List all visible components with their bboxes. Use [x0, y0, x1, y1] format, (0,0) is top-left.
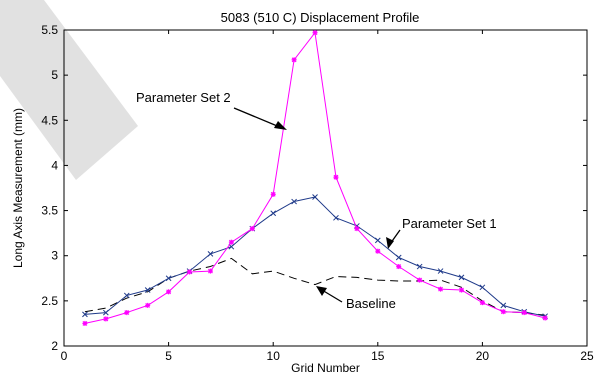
data-point — [354, 226, 360, 232]
y-tick-label: 5 — [51, 68, 58, 82]
x-tick-label: 5 — [165, 349, 172, 363]
annotation-parameter-set-2: Parameter Set 2 — [136, 90, 287, 130]
annotation-label-parameter-set-1: Parameter Set 1 — [402, 216, 497, 231]
data-point — [82, 311, 88, 318]
watermark-band — [0, 0, 138, 180]
data-point — [458, 274, 465, 281]
chart-title: 5083 (510 C) Displacement Profile — [221, 10, 420, 25]
x-tick-label: 20 — [476, 349, 490, 363]
data-point — [123, 292, 130, 299]
annotation-arrowhead-baseline — [316, 286, 327, 296]
annotation-baseline: Baseline — [316, 286, 396, 311]
data-point — [102, 309, 109, 316]
annotations: Parameter Set 2 Parameter Set 1 Baseline — [136, 90, 497, 311]
data-point — [500, 309, 506, 315]
data-point — [166, 289, 172, 295]
series-line-baseline — [84, 257, 546, 316]
plot-frame — [63, 29, 588, 347]
data-point — [395, 254, 402, 261]
annotation-parameter-set-1: Parameter Set 1 — [386, 216, 497, 249]
series-line-parameter-set-2 — [84, 31, 546, 324]
data-point — [145, 302, 151, 308]
data-point — [437, 268, 444, 274]
data-point — [521, 310, 527, 316]
x-tick-label: 0 — [61, 349, 68, 363]
data-point — [124, 310, 130, 316]
data-point — [479, 300, 485, 306]
data-point — [500, 302, 507, 309]
annotation-arrowhead-parameter-set-1 — [386, 237, 394, 249]
data-point — [417, 277, 423, 283]
data-point — [375, 248, 381, 254]
annotation-arrow-baseline — [321, 289, 343, 303]
series-parameter-set-2 — [82, 30, 548, 326]
data-point — [542, 315, 548, 321]
data-point — [207, 251, 214, 257]
data-point — [270, 191, 276, 197]
y-tick-label: 3 — [51, 249, 58, 263]
data-point — [187, 269, 193, 275]
data-point — [249, 226, 255, 232]
data-point — [165, 275, 172, 282]
data-point — [458, 287, 464, 293]
data-point — [438, 286, 444, 292]
data-point — [291, 57, 297, 63]
series-baseline — [84, 257, 546, 316]
data-point — [396, 264, 402, 270]
annotation-arrow-parameter-set-2 — [233, 107, 283, 129]
data-point — [479, 284, 486, 291]
y-tick-label: 3.5 — [41, 204, 58, 218]
data-point — [374, 237, 381, 244]
x-tick-label: 10 — [267, 349, 281, 363]
y-tick-label: 2.5 — [41, 294, 58, 308]
y-axis: 2 2.5 3 3.5 4 4.5 5 5.5 — [41, 23, 587, 353]
series-layer — [82, 30, 549, 326]
data-point — [333, 214, 339, 221]
data-point — [144, 287, 151, 293]
data-point — [312, 194, 318, 200]
series-line-parameter-set-1 — [84, 196, 546, 317]
annotation-arrowhead-parameter-set-2 — [274, 121, 287, 130]
annotation-label-parameter-set-2: Parameter Set 2 — [136, 90, 231, 105]
data-point — [207, 268, 213, 274]
data-point — [312, 30, 318, 36]
x-axis: 0 5 10 15 20 25 — [61, 30, 594, 363]
data-point — [270, 210, 277, 217]
y-tick-label: 4.5 — [41, 113, 58, 127]
x-tick-label: 15 — [371, 349, 385, 363]
data-point — [228, 239, 234, 245]
y-tick-label: 5.5 — [41, 23, 58, 37]
data-point — [82, 320, 88, 326]
data-point — [416, 263, 423, 270]
y-axis-label: Long Axis Measurement (mm) — [11, 108, 25, 268]
annotation-label-baseline: Baseline — [346, 296, 396, 311]
x-axis-label: Grid Number — [291, 361, 360, 374]
data-point — [333, 174, 339, 180]
data-point — [291, 198, 297, 205]
y-tick-label: 4 — [51, 158, 58, 172]
data-point — [103, 316, 109, 322]
x-tick-label: 25 — [580, 349, 594, 363]
y-tick-label: 2 — [51, 339, 58, 353]
